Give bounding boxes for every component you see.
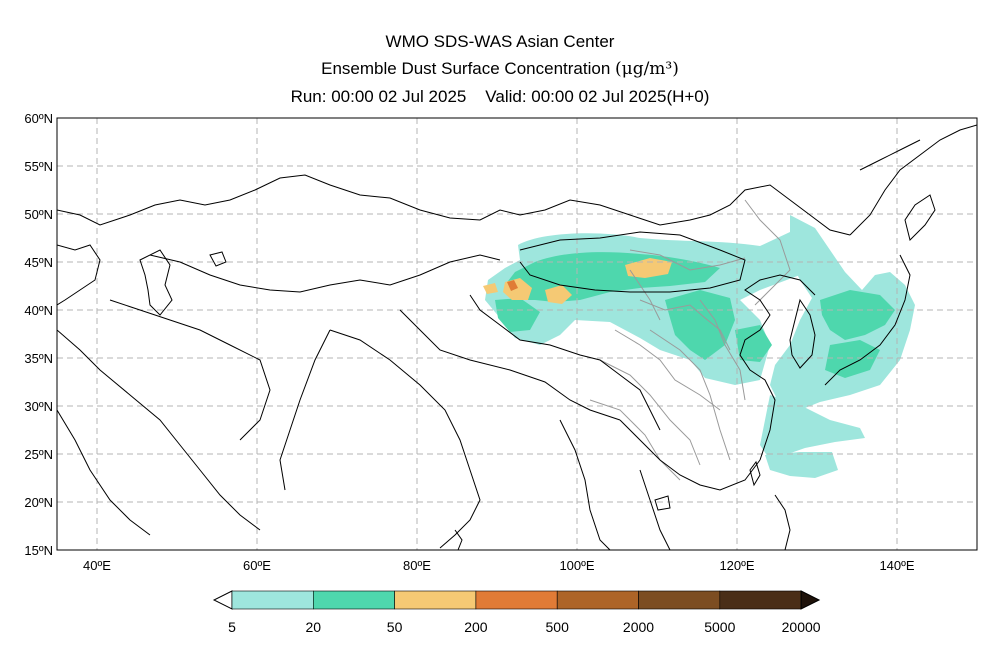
colorbar-level-label: 500 <box>546 619 570 635</box>
colorbar-level-label: 5 <box>228 619 236 635</box>
dust-band-20-50-west <box>495 298 540 332</box>
lat-tick-label: 20ºN <box>24 495 53 510</box>
colorbar-segment <box>312 590 395 610</box>
lat-tick-label: 60ºN <box>24 111 53 126</box>
title-text: Ensemble Dust Surface Concentration <box>321 59 611 78</box>
dust-band-20-50-yellowsea <box>735 325 772 362</box>
valid-label: Valid: 00:00 02 Jul 2025(H+0) <box>485 87 710 106</box>
lat-tick-label: 35ºN <box>24 351 53 366</box>
lat-tick-label: 45ºN <box>24 255 53 270</box>
lat-tick-label: 30ºN <box>24 399 53 414</box>
colorbar-over-arrow <box>800 590 821 610</box>
lon-tick-label: 40ºE <box>83 558 111 573</box>
latitude-tick-labels: 60ºN 55ºN 50ºN 45ºN 40ºN 35ºN 30ºN 25ºN 20ºN 15ºN <box>24 111 53 558</box>
lon-tick-label: 100ºE <box>559 558 594 573</box>
colorbar-level-label: 20000 <box>782 619 821 635</box>
dust-core-200-500 <box>507 280 518 291</box>
colorbar-segment <box>719 590 802 610</box>
colorbar-level-label: 2000 <box>623 619 654 635</box>
dust-shading-layer <box>483 215 915 478</box>
dust-core-taklimakan-east <box>545 285 572 304</box>
dust-band-20-50-japan <box>825 340 880 378</box>
map-gridlines <box>57 118 977 550</box>
lat-tick-label: 25ºN <box>24 447 53 462</box>
province-borders <box>589 199 791 481</box>
lon-tick-label: 120ºE <box>719 558 754 573</box>
colorbar-segment <box>638 590 721 610</box>
longitude-tick-labels: 40ºE 60ºE 80ºE 100ºE 120ºE 140ºE <box>83 558 915 573</box>
country-borders <box>57 124 977 550</box>
run-label: Run: 00:00 02 Jul 2025 <box>290 87 467 106</box>
title-line-2: Ensemble Dust Surface Concentration (μg/… <box>0 59 1000 79</box>
title-line-3: Run: 00:00 02 Jul 2025 Valid: 00:00 02 J… <box>0 87 1000 107</box>
dust-band-20-50-central <box>665 290 735 360</box>
map-frame-border <box>56 117 978 551</box>
colorbar-segment <box>231 590 314 610</box>
title-unit: (μg/m³) <box>615 59 679 79</box>
lat-tick-label: 15ºN <box>24 543 53 558</box>
colorbar-segment <box>475 590 558 610</box>
dust-plume-ocean-tail <box>765 452 838 478</box>
colorbar-level-label: 50 <box>387 619 403 635</box>
title-line-1: WMO SDS-WAS Asian Center <box>385 32 615 51</box>
colorbar-level-label: 5000 <box>704 619 735 635</box>
colorbar-level-label: 20 <box>306 619 322 635</box>
colorbar-segment <box>556 590 639 610</box>
colorbar-segment <box>394 590 477 610</box>
dust-core-west-small <box>483 283 498 294</box>
lat-tick-label: 55ºN <box>24 159 53 174</box>
lon-tick-label: 80ºE <box>403 558 431 573</box>
colorbar-under-arrow <box>212 590 233 610</box>
dust-plume-ocean-south <box>760 395 865 460</box>
dust-core-gobi <box>625 258 672 278</box>
map-plot-area <box>57 118 977 550</box>
colorbar-level-label: 200 <box>464 619 488 635</box>
lat-tick-label: 40ºN <box>24 303 53 318</box>
colorbar: 5 20 50 200 500 2000 5000 20000 <box>212 590 821 635</box>
lon-tick-label: 140ºE <box>879 558 914 573</box>
lon-tick-label: 60ºE <box>243 558 271 573</box>
lat-tick-label: 50ºN <box>24 207 53 222</box>
dust-band-20-50-korea <box>820 290 895 340</box>
